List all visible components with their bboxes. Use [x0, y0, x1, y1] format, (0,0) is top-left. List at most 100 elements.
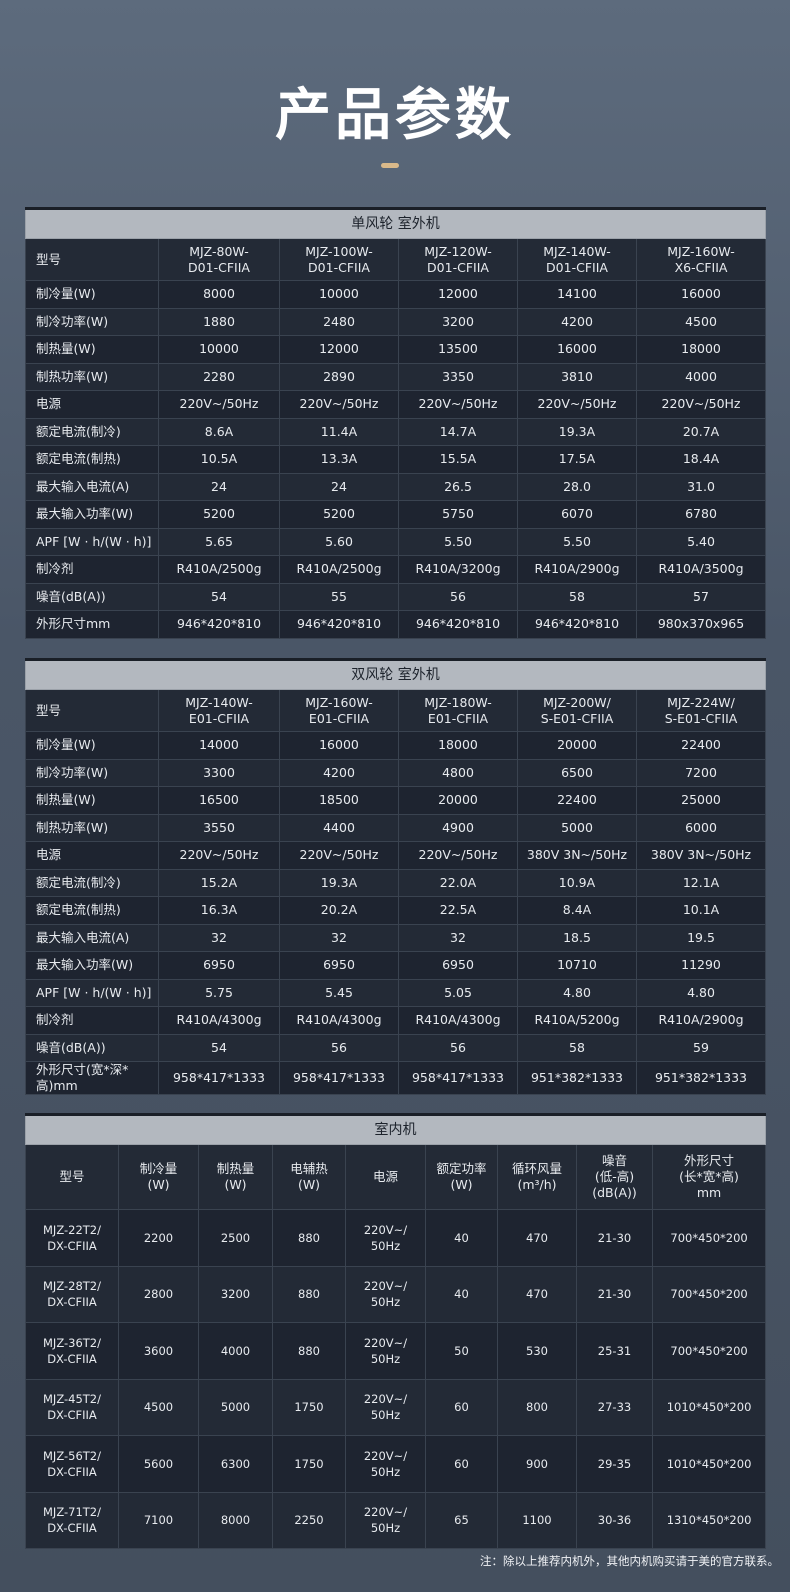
table-cell: 8000: [198, 1491, 273, 1549]
table-cell: 6000: [635, 813, 767, 842]
table-cell: 470: [497, 1209, 577, 1267]
table-heading: 双风轮 室外机: [24, 659, 767, 690]
table-cell: 5.50: [517, 527, 637, 556]
table-row: 最大输入电流(A) 24 24 26.5 28.0 31.0: [25, 472, 767, 501]
table-cell: 6950: [279, 951, 399, 980]
table-cell: 700*450*200: [651, 1265, 767, 1323]
table-row: 噪音(dB(A)) 54 55 56 58 57: [25, 582, 767, 611]
table-cell: 16000: [279, 731, 399, 760]
table-cell: 2480: [279, 307, 399, 336]
table-cell: 4200: [279, 758, 399, 787]
table-cell: 8.4A: [517, 896, 637, 925]
table-cell: 5600: [118, 1435, 199, 1493]
table-cell: 1750: [272, 1378, 346, 1436]
table-cell: 5200: [279, 500, 399, 529]
table-cell: 22400: [517, 786, 637, 815]
table-cell: 946*420*810: [279, 610, 399, 639]
row-label: 最大输入功率(W): [25, 500, 159, 529]
table-header-row: 型号 MJZ-80W- D01-CFIIA MJZ-100W- D01-CFIIA M…: [25, 238, 767, 281]
table-cell: 外形尺寸 (长*宽*高) mm: [651, 1144, 767, 1210]
table-cell: 3200: [398, 307, 518, 336]
table-cell: 27-33: [576, 1378, 653, 1436]
table-cell: 4.80: [635, 978, 767, 1007]
table-row: 外形尺寸(宽*深*高)mm 958*417*1333 958*417*1333 958…: [25, 1061, 767, 1095]
table-cell: 220V~/ 50Hz: [345, 1435, 426, 1493]
table-cell: 电源: [345, 1144, 426, 1210]
table-cell: 56: [398, 582, 518, 611]
table-cell: 220V~/ 50Hz: [345, 1322, 426, 1380]
table-cell: 59: [635, 1033, 767, 1062]
table-cell: 5000: [198, 1378, 273, 1436]
table-cell: 32: [158, 923, 280, 952]
table-cell: 10.9A: [517, 868, 637, 897]
table-row: 制热量(W) 10000 12000 13500 16000 18000: [25, 335, 767, 364]
table-cell: 31.0: [635, 472, 767, 501]
table-cell: 58: [517, 582, 637, 611]
table-cell: 22.0A: [398, 868, 518, 897]
table-cell: 220V~/50Hz: [398, 390, 518, 419]
table-cell: 2800: [118, 1265, 199, 1323]
table-cell: MJZ-140W- E01-CFIIA: [158, 689, 280, 732]
row-label: MJZ-22T2/ DX-CFIIA: [25, 1209, 119, 1267]
table-row: 额定电流(制热) 10.5A 13.3A 15.5A 17.5A 18.4A: [25, 445, 767, 474]
table-cell: 制冷量 (W): [118, 1144, 199, 1210]
table-cell: 220V~/ 50Hz: [345, 1378, 426, 1436]
table-cell: 8000: [158, 280, 280, 309]
table-cell: 3350: [398, 362, 518, 391]
table-row: 额定电流(制冷) 15.2A 19.3A 22.0A 10.9A 12.1A: [25, 868, 767, 897]
table-row: 制冷功率(W) 1880 2480 3200 4200 4500: [25, 307, 767, 336]
table-cell: 54: [158, 582, 280, 611]
table-header-row: 型号 制冷量 (W) 制热量 (W) 电辅热 (W) 电源 额定功率 (W) 循环风量 (m…: [25, 1144, 767, 1210]
table-cell: 20.2A: [279, 896, 399, 925]
row-label: APF [W · h/(W · h)]: [25, 978, 159, 1007]
row-label: 额定电流(制热): [25, 445, 159, 474]
table-cell: 18.4A: [635, 445, 767, 474]
row-label: 制冷剂: [25, 555, 159, 584]
table-cell: 60: [425, 1378, 498, 1436]
row-label: 外形尺寸mm: [25, 610, 159, 639]
table-cell: 19.3A: [517, 417, 637, 446]
single-fan-outdoor-table: 单风轮 室外机 型号 MJZ-80W- D01-CFIIA MJZ-100W- D01…: [24, 207, 767, 639]
table-cell: 220V~/50Hz: [279, 390, 399, 419]
table-cell: 25000: [635, 786, 767, 815]
row-label: 制热功率(W): [25, 362, 159, 391]
table-cell: 380V 3N~/50Hz: [517, 841, 637, 870]
table-row: MJZ-45T2/ DX-CFIIA 4500 5000 1750 220V~/ 50H…: [25, 1378, 767, 1436]
table-cell: 220V~/50Hz: [158, 390, 280, 419]
table-cell: MJZ-200W/ S-E01-CFIIA: [517, 689, 637, 732]
table-cell: 20000: [517, 731, 637, 760]
table-row: 最大输入功率(W) 6950 6950 6950 10710 11290: [25, 951, 767, 980]
table-cell: 电辅热 (W): [272, 1144, 346, 1210]
row-label: 额定电流(制冷): [25, 868, 159, 897]
table-heading: 室内机: [24, 1114, 767, 1145]
dual-fan-outdoor-table: 双风轮 室外机 型号 MJZ-140W- E01-CFIIA MJZ-160W- E0…: [24, 658, 767, 1095]
table-cell: 3200: [198, 1265, 273, 1323]
table-cell: 11290: [635, 951, 767, 980]
table-cell: 2200: [118, 1209, 199, 1267]
table-cell: R410A/2900g: [635, 1006, 767, 1035]
table-cell: 21-30: [576, 1209, 653, 1267]
table-cell: 18.5: [517, 923, 637, 952]
table-cell: 4200: [517, 307, 637, 336]
table-cell: 28.0: [517, 472, 637, 501]
table-cell: 额定功率 (W): [425, 1144, 498, 1210]
table-cell: 16000: [517, 335, 637, 364]
table-cell: 56: [279, 1033, 399, 1062]
table-row: 额定电流(制冷) 8.6A 11.4A 14.7A 19.3A 20.7A: [25, 417, 767, 446]
table-cell: 58: [517, 1033, 637, 1062]
table-cell: 60: [425, 1435, 498, 1493]
table-cell: 4000: [198, 1322, 273, 1380]
table-cell: 946*420*810: [398, 610, 518, 639]
row-label: 电源: [25, 841, 159, 870]
table-cell: 15.2A: [158, 868, 280, 897]
table-cell: 1010*450*200: [651, 1435, 767, 1493]
table-cell: 4400: [279, 813, 399, 842]
table-cell: 20000: [398, 786, 518, 815]
table-row: 制冷剂 R410A/2500g R410A/2500g R410A/3200g R410…: [25, 555, 767, 584]
table-cell: 32: [398, 923, 518, 952]
table-cell: 5.50: [398, 527, 518, 556]
table-row: MJZ-71T2/ DX-CFIIA 7100 8000 2250 220V~/ 50H…: [25, 1491, 767, 1549]
table-cell: 6950: [398, 951, 518, 980]
table-cell: MJZ-160W- E01-CFIIA: [279, 689, 399, 732]
table-row: 最大输入电流(A) 32 32 32 18.5 19.5: [25, 923, 767, 952]
